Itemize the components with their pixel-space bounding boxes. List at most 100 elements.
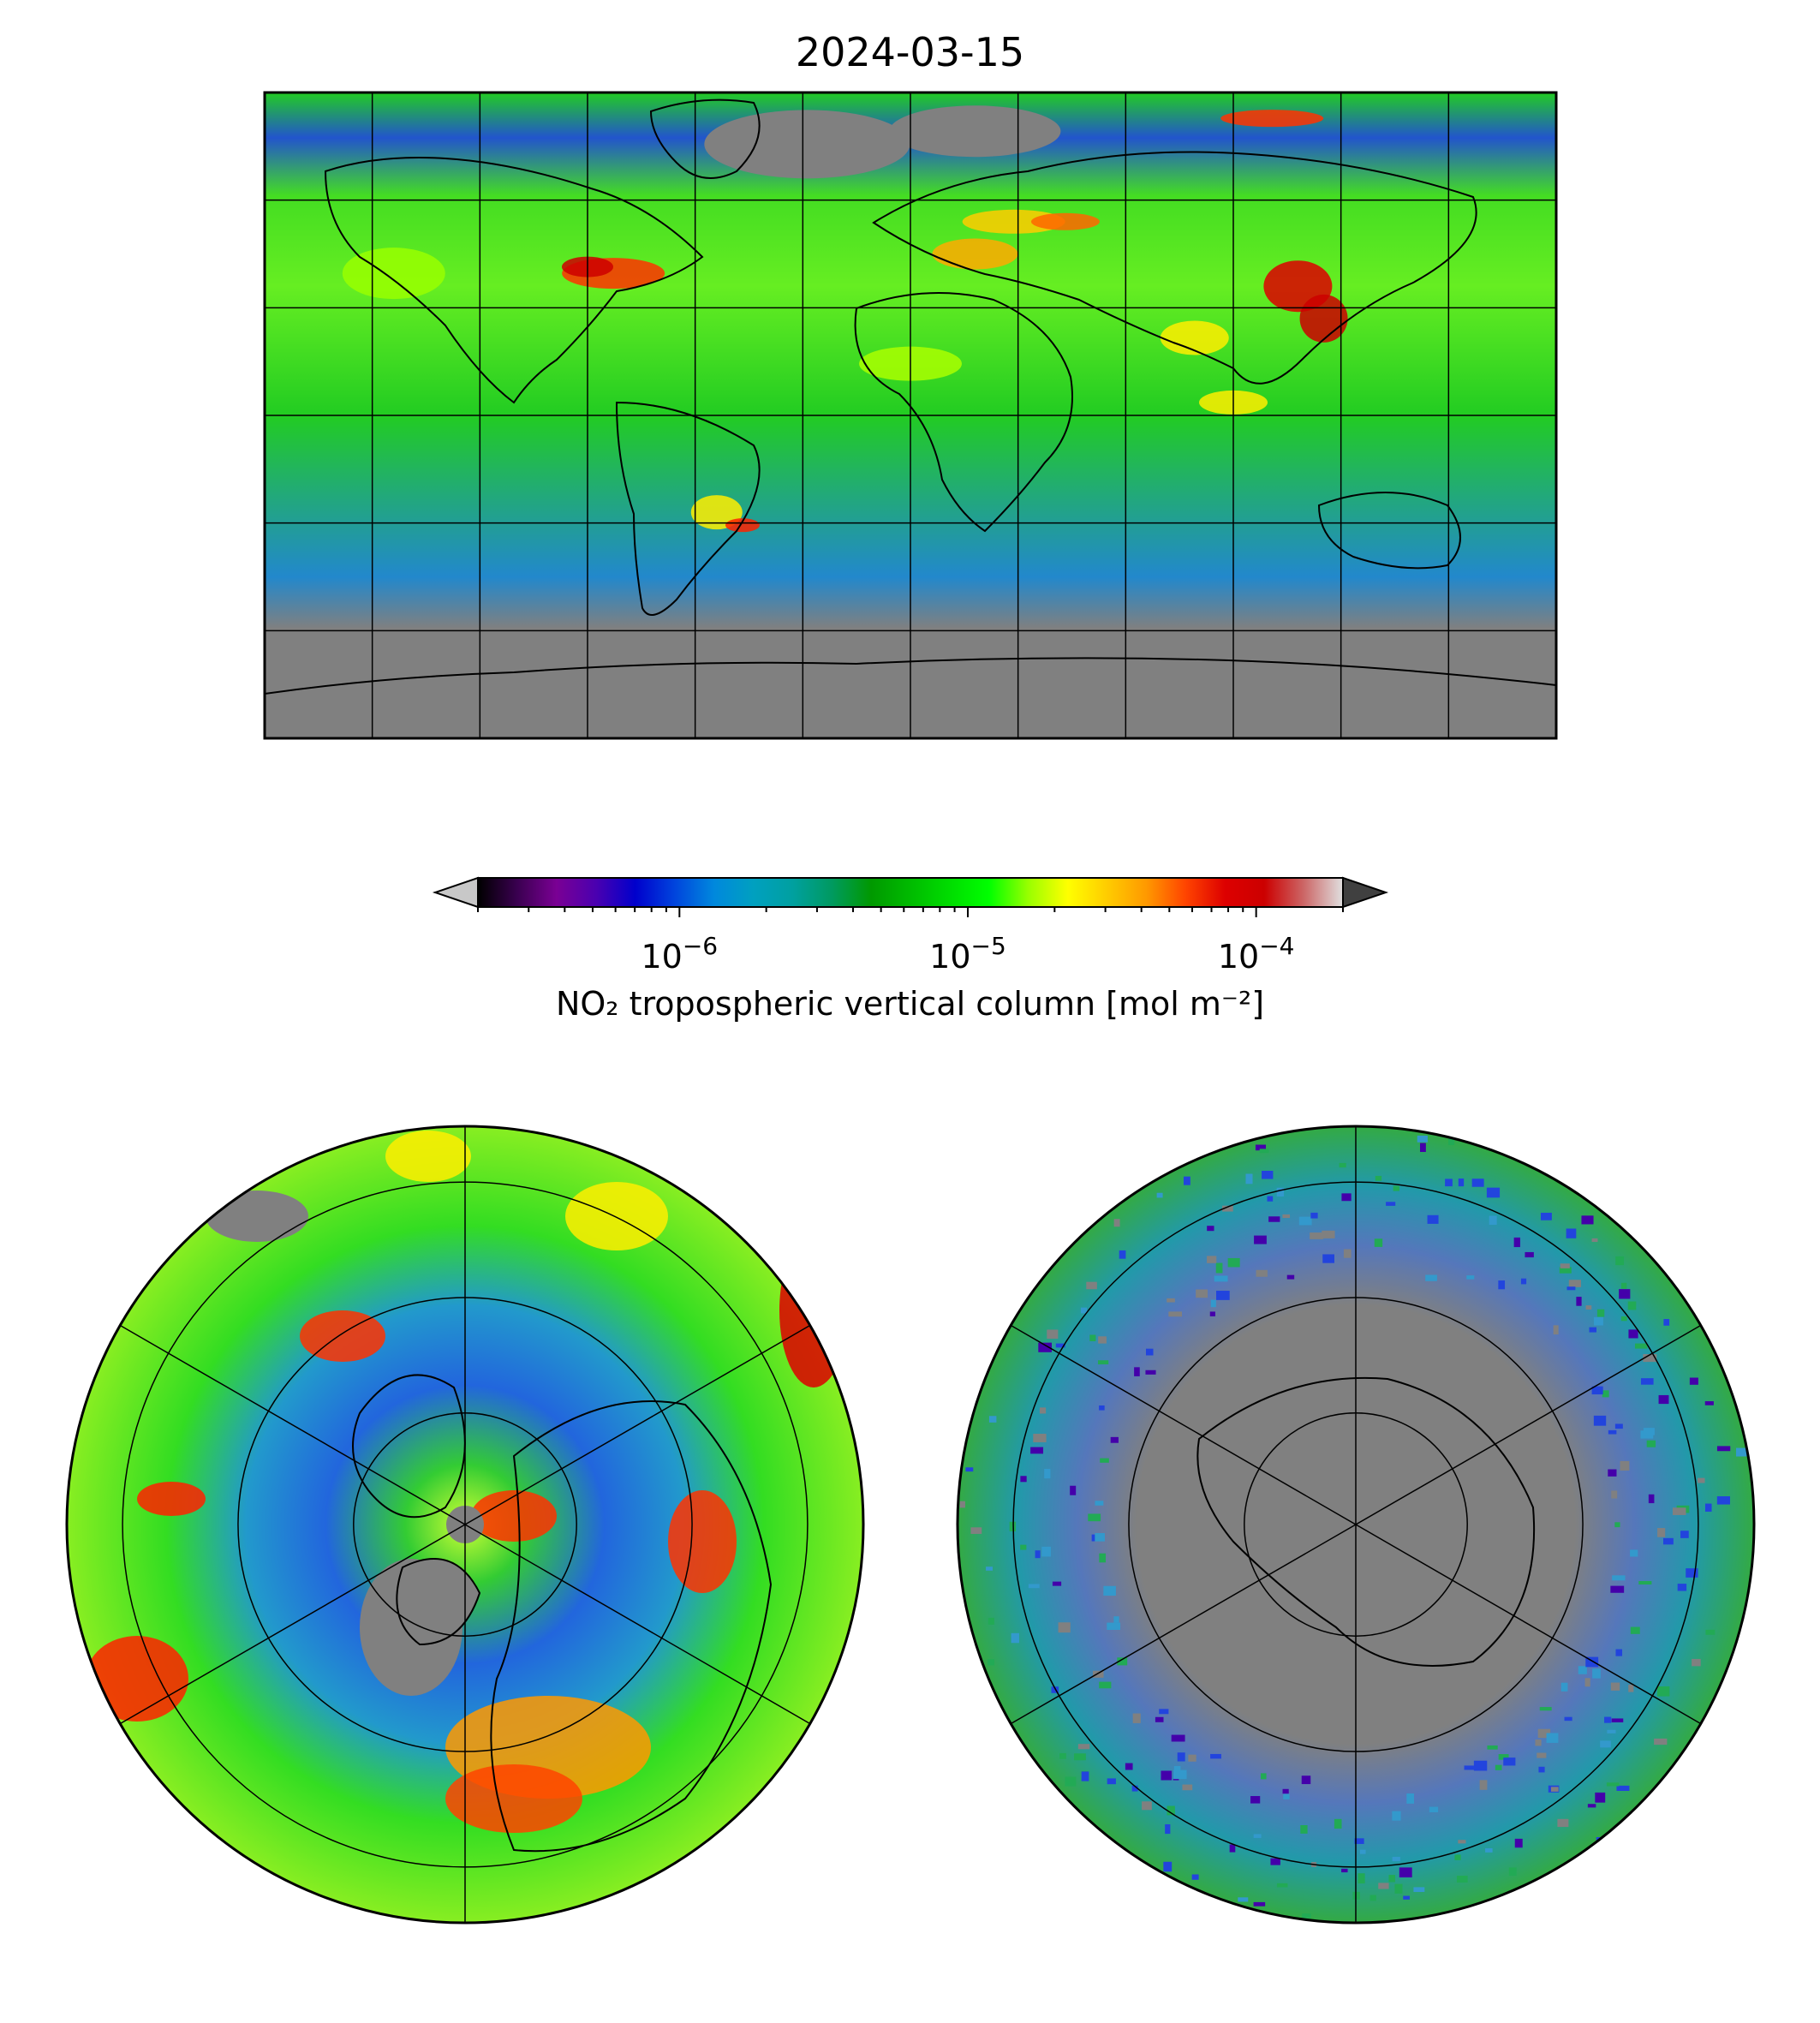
speckle [1591, 1238, 1598, 1243]
speckle [1310, 1212, 1318, 1219]
speckle [1489, 1215, 1497, 1226]
speckle [1612, 1575, 1626, 1581]
speckle [1640, 1378, 1654, 1385]
speckle [959, 1501, 965, 1508]
speckle [1689, 1377, 1698, 1385]
speckle [1663, 1537, 1674, 1545]
speckle [1471, 1179, 1484, 1187]
speckle [1566, 1228, 1577, 1238]
speckle [1058, 1622, 1071, 1633]
speckle [1358, 1873, 1365, 1884]
speckle [1495, 1764, 1502, 1770]
speckle [1394, 1883, 1403, 1894]
speckle [1663, 1319, 1670, 1326]
nodata-patch [206, 1191, 308, 1242]
nodata-arctic [889, 105, 1061, 158]
speckle [986, 1566, 994, 1571]
speckle [1033, 1434, 1047, 1442]
speckle [1498, 1280, 1506, 1290]
speckle [1310, 1232, 1324, 1239]
speckle [965, 1467, 974, 1472]
speckle [1560, 1263, 1570, 1268]
speckle [1584, 1678, 1590, 1687]
speckle [1260, 1773, 1267, 1780]
hotspot [668, 1490, 737, 1593]
hotspot [86, 1636, 188, 1722]
speckle [1610, 1585, 1625, 1593]
speckle [1145, 1370, 1156, 1375]
speckle [1020, 1544, 1027, 1550]
speckle [1608, 1469, 1617, 1477]
speckle [1503, 1757, 1516, 1766]
speckle [1656, 1686, 1670, 1697]
speckle [1051, 1686, 1059, 1693]
speckle [1593, 1415, 1607, 1426]
speckle [1113, 1616, 1119, 1623]
speckle [1638, 1581, 1652, 1585]
speckle [1196, 1289, 1208, 1298]
hotspot [1299, 294, 1348, 343]
meridian [1010, 1524, 1357, 1725]
speckle [988, 1617, 994, 1625]
speckle [1610, 1682, 1620, 1691]
speckle [1256, 1269, 1268, 1277]
speckle [1716, 1446, 1731, 1452]
speckle [1183, 1176, 1190, 1185]
hotspot [1220, 110, 1324, 128]
hotspot [1030, 212, 1100, 230]
north-polar-frame [65, 1125, 865, 1925]
speckle [1156, 1192, 1163, 1198]
hotspot [342, 248, 445, 300]
speckle [1606, 1782, 1620, 1787]
speckle [1074, 1753, 1086, 1761]
speckle [1253, 1834, 1262, 1838]
speckle [1283, 1793, 1290, 1799]
speckle [1620, 1316, 1627, 1322]
speckle [1375, 1175, 1382, 1181]
speckle [1268, 1216, 1280, 1222]
speckle [1215, 1262, 1223, 1274]
speckle [1276, 1187, 1285, 1196]
meridian [1010, 1324, 1357, 1525]
speckle [1167, 1298, 1175, 1303]
speckle [1191, 1874, 1199, 1880]
speckle [1341, 1868, 1348, 1873]
speckle [1473, 1760, 1488, 1771]
speckle [1429, 1806, 1439, 1812]
speckle [1576, 1297, 1582, 1306]
hotspot [445, 1764, 582, 1833]
speckle [1643, 1354, 1657, 1363]
speckle [1520, 1278, 1527, 1285]
speckle [1222, 1205, 1233, 1212]
global-map-frame [263, 91, 1558, 740]
meridian [1355, 1524, 1702, 1725]
speckle [1736, 1447, 1749, 1457]
speckle [1619, 1289, 1631, 1299]
south-polar-noise [959, 1135, 1749, 1919]
meridian [464, 1524, 811, 1725]
north-polar-map [65, 1125, 865, 1925]
speckle [1541, 1212, 1552, 1220]
speckle [1173, 1769, 1187, 1780]
speckle [1589, 1327, 1596, 1333]
speckle [1643, 1428, 1655, 1435]
speckle [1595, 1792, 1606, 1803]
speckle [1553, 1325, 1559, 1335]
speckle [1608, 1429, 1617, 1435]
speckle [1209, 1311, 1215, 1316]
speckle [1163, 1861, 1173, 1872]
speckle [1537, 1752, 1547, 1758]
speckle [1155, 1716, 1164, 1722]
speckle [1099, 1405, 1105, 1411]
speckle [1627, 1301, 1637, 1310]
speckle [1447, 1138, 1455, 1145]
speckle [1028, 1584, 1040, 1589]
speckle [1134, 1367, 1140, 1376]
speckle [1080, 1307, 1088, 1314]
speckle [1427, 1214, 1439, 1224]
speckle [1250, 1796, 1261, 1804]
speckle [1485, 1847, 1493, 1853]
speckle [1117, 1657, 1128, 1666]
speckle [1099, 1681, 1112, 1689]
south-polar-gridlines [1010, 1126, 1702, 1923]
